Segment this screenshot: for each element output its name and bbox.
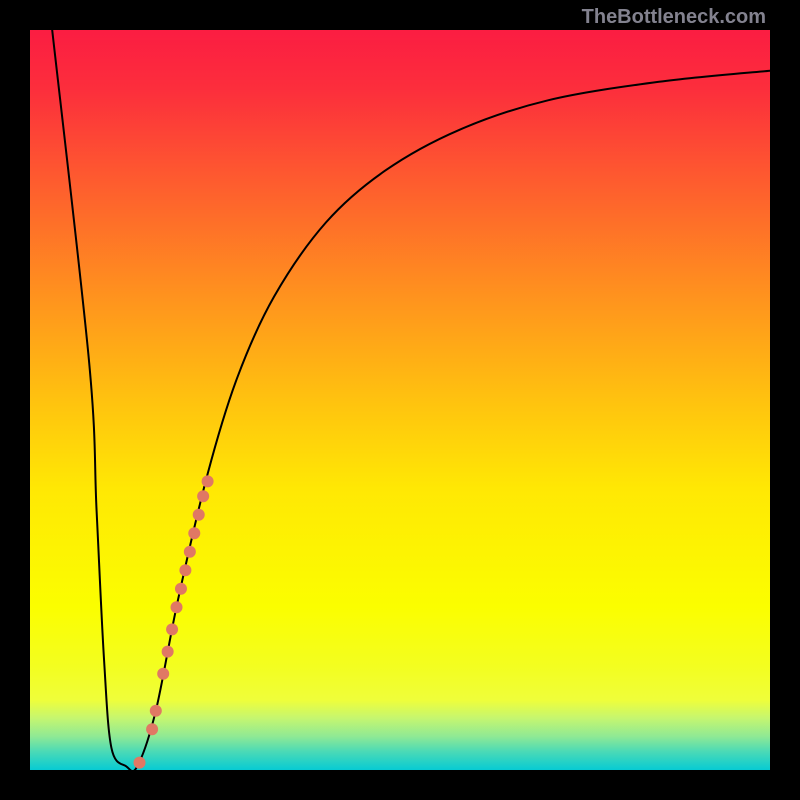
- data-marker: [179, 564, 191, 576]
- gradient-background: [30, 30, 770, 770]
- data-marker: [150, 705, 162, 717]
- data-marker: [162, 646, 174, 658]
- data-marker: [202, 475, 214, 487]
- chart-frame: TheBottleneck.com: [0, 0, 800, 800]
- plot-svg: [30, 30, 770, 770]
- watermark-label: TheBottleneck.com: [582, 6, 766, 29]
- data-marker: [166, 623, 178, 635]
- data-marker: [134, 757, 146, 769]
- data-marker: [184, 546, 196, 558]
- data-marker: [146, 723, 158, 735]
- data-marker: [175, 583, 187, 595]
- data-marker: [171, 601, 183, 613]
- data-marker: [157, 668, 169, 680]
- data-marker: [197, 490, 209, 502]
- data-marker: [188, 527, 200, 539]
- data-marker: [193, 509, 205, 521]
- plot-area: [30, 30, 770, 770]
